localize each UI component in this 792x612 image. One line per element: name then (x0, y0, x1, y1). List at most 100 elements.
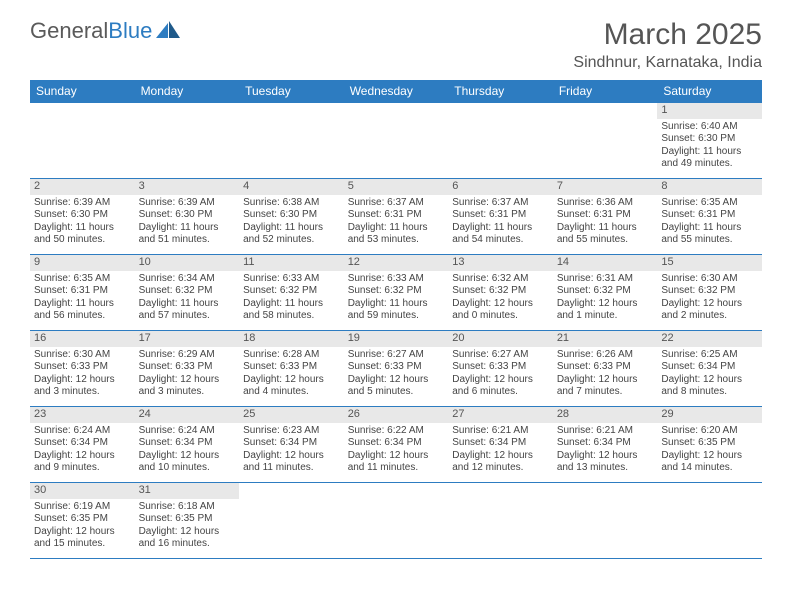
daylight-line: Daylight: 12 hours and 3 minutes. (34, 374, 131, 399)
day-cell (448, 103, 553, 179)
day-cell (30, 103, 135, 179)
sunset-line: Sunset: 6:33 PM (34, 361, 131, 374)
day-number: 26 (344, 407, 449, 423)
sunrise-line: Sunrise: 6:29 AM (139, 349, 236, 362)
sunrise-line: Sunrise: 6:22 AM (348, 425, 445, 438)
sunrise-line: Sunrise: 6:33 AM (243, 273, 340, 286)
sunset-line: Sunset: 6:30 PM (34, 209, 131, 222)
sunrise-line: Sunrise: 6:24 AM (34, 425, 131, 438)
day-cell: 18Sunrise: 6:28 AMSunset: 6:33 PMDayligh… (239, 331, 344, 407)
day-cell (239, 103, 344, 179)
sunset-line: Sunset: 6:32 PM (348, 285, 445, 298)
sunset-line: Sunset: 6:31 PM (452, 209, 549, 222)
sunset-line: Sunset: 6:33 PM (452, 361, 549, 374)
daylight-line: Daylight: 11 hours and 58 minutes. (243, 298, 340, 323)
logo-text-general: General (30, 18, 108, 44)
daylight-line: Daylight: 12 hours and 13 minutes. (557, 450, 654, 475)
daylight-line: Daylight: 12 hours and 7 minutes. (557, 374, 654, 399)
day-number: 19 (344, 331, 449, 347)
daylight-line: Daylight: 11 hours and 56 minutes. (34, 298, 131, 323)
day-cell: 19Sunrise: 6:27 AMSunset: 6:33 PMDayligh… (344, 331, 449, 407)
sunrise-line: Sunrise: 6:37 AM (452, 197, 549, 210)
day-number: 23 (30, 407, 135, 423)
sunset-line: Sunset: 6:34 PM (139, 437, 236, 450)
daylight-line: Daylight: 12 hours and 6 minutes. (452, 374, 549, 399)
sunset-line: Sunset: 6:30 PM (139, 209, 236, 222)
weekday-header-row: Sunday Monday Tuesday Wednesday Thursday… (30, 80, 762, 103)
calendar-body: 1Sunrise: 6:40 AMSunset: 6:30 PMDaylight… (30, 103, 762, 559)
day-number: 30 (30, 483, 135, 499)
day-cell (553, 483, 658, 559)
sunset-line: Sunset: 6:31 PM (348, 209, 445, 222)
sunrise-line: Sunrise: 6:20 AM (661, 425, 758, 438)
daylight-line: Daylight: 11 hours and 55 minutes. (557, 222, 654, 247)
sunrise-line: Sunrise: 6:26 AM (557, 349, 654, 362)
day-number: 20 (448, 331, 553, 347)
daylight-line: Daylight: 11 hours and 55 minutes. (661, 222, 758, 247)
location: Sindhnur, Karnataka, India (573, 54, 762, 72)
col-tuesday: Tuesday (239, 80, 344, 103)
sunrise-line: Sunrise: 6:39 AM (139, 197, 236, 210)
sunrise-line: Sunrise: 6:27 AM (452, 349, 549, 362)
day-cell: 6Sunrise: 6:37 AMSunset: 6:31 PMDaylight… (448, 179, 553, 255)
day-number: 17 (135, 331, 240, 347)
col-monday: Monday (135, 80, 240, 103)
sunset-line: Sunset: 6:35 PM (139, 513, 236, 526)
day-cell: 15Sunrise: 6:30 AMSunset: 6:32 PMDayligh… (657, 255, 762, 331)
week-row: 30Sunrise: 6:19 AMSunset: 6:35 PMDayligh… (30, 483, 762, 559)
daylight-line: Daylight: 12 hours and 9 minutes. (34, 450, 131, 475)
sunset-line: Sunset: 6:31 PM (557, 209, 654, 222)
sunrise-line: Sunrise: 6:30 AM (34, 349, 131, 362)
sunrise-line: Sunrise: 6:38 AM (243, 197, 340, 210)
daylight-line: Daylight: 12 hours and 11 minutes. (243, 450, 340, 475)
day-cell: 12Sunrise: 6:33 AMSunset: 6:32 PMDayligh… (344, 255, 449, 331)
logo-text-blue: Blue (108, 18, 152, 44)
title-block: March 2025 Sindhnur, Karnataka, India (573, 18, 762, 72)
sunrise-line: Sunrise: 6:40 AM (661, 121, 758, 134)
daylight-line: Daylight: 12 hours and 15 minutes. (34, 526, 131, 551)
sunrise-line: Sunrise: 6:24 AM (139, 425, 236, 438)
day-number: 22 (657, 331, 762, 347)
week-row: 23Sunrise: 6:24 AMSunset: 6:34 PMDayligh… (30, 407, 762, 483)
daylight-line: Daylight: 12 hours and 5 minutes. (348, 374, 445, 399)
sunset-line: Sunset: 6:33 PM (348, 361, 445, 374)
daylight-line: Daylight: 11 hours and 50 minutes. (34, 222, 131, 247)
day-cell (239, 483, 344, 559)
sunset-line: Sunset: 6:32 PM (452, 285, 549, 298)
sunset-line: Sunset: 6:34 PM (34, 437, 131, 450)
sunset-line: Sunset: 6:30 PM (661, 133, 758, 146)
day-cell (135, 103, 240, 179)
week-row: 16Sunrise: 6:30 AMSunset: 6:33 PMDayligh… (30, 331, 762, 407)
day-cell: 27Sunrise: 6:21 AMSunset: 6:34 PMDayligh… (448, 407, 553, 483)
day-number: 21 (553, 331, 658, 347)
sunset-line: Sunset: 6:33 PM (139, 361, 236, 374)
day-number: 11 (239, 255, 344, 271)
sunset-line: Sunset: 6:34 PM (557, 437, 654, 450)
col-sunday: Sunday (30, 80, 135, 103)
sunset-line: Sunset: 6:32 PM (243, 285, 340, 298)
sunset-line: Sunset: 6:32 PM (557, 285, 654, 298)
day-cell (344, 103, 449, 179)
day-cell: 7Sunrise: 6:36 AMSunset: 6:31 PMDaylight… (553, 179, 658, 255)
day-cell: 14Sunrise: 6:31 AMSunset: 6:32 PMDayligh… (553, 255, 658, 331)
day-cell: 20 Sunrise: 6:27 AMSunset: 6:33 PMDayligh… (448, 331, 553, 407)
sunrise-line: Sunrise: 6:30 AM (661, 273, 758, 286)
day-cell: 3Sunrise: 6:39 AMSunset: 6:30 PMDaylight… (135, 179, 240, 255)
day-number: 27 (448, 407, 553, 423)
sunset-line: Sunset: 6:34 PM (452, 437, 549, 450)
day-cell: 1Sunrise: 6:40 AMSunset: 6:30 PMDaylight… (657, 103, 762, 179)
daylight-line: Daylight: 12 hours and 3 minutes. (139, 374, 236, 399)
day-number: 31 (135, 483, 240, 499)
col-saturday: Saturday (657, 80, 762, 103)
daylight-line: Daylight: 12 hours and 12 minutes. (452, 450, 549, 475)
sunrise-line: Sunrise: 6:37 AM (348, 197, 445, 210)
daylight-line: Daylight: 11 hours and 49 minutes. (661, 146, 758, 171)
sunrise-line: Sunrise: 6:31 AM (557, 273, 654, 286)
sunrise-line: Sunrise: 6:32 AM (452, 273, 549, 286)
week-row: 1Sunrise: 6:40 AMSunset: 6:30 PMDaylight… (30, 103, 762, 179)
logo: GeneralBlue (30, 18, 182, 44)
sunset-line: Sunset: 6:31 PM (661, 209, 758, 222)
sunset-line: Sunset: 6:33 PM (557, 361, 654, 374)
day-cell: 17 Sunrise: 6:29 AMSunset: 6:33 PMDayligh… (135, 331, 240, 407)
sunrise-line: Sunrise: 6:33 AM (348, 273, 445, 286)
